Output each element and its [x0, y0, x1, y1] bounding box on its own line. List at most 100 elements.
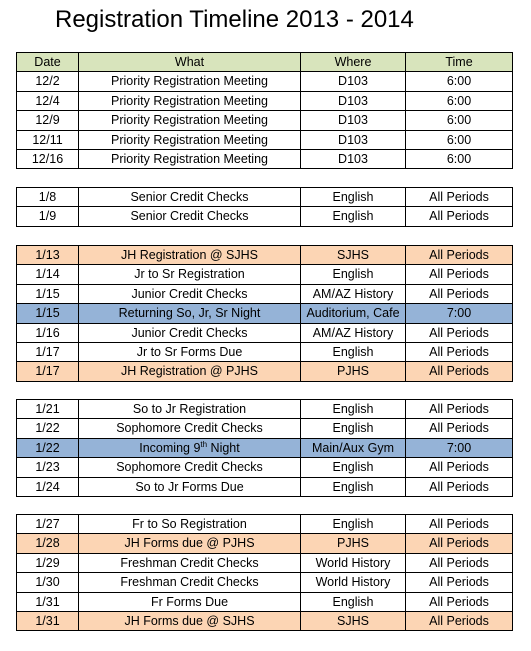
table-cell: All Periods — [405, 457, 513, 478]
table-cell: All Periods — [405, 611, 513, 632]
table-cell: 6:00 — [405, 71, 513, 92]
table-cell: English — [300, 418, 406, 439]
table-cell: Sophomore Credit Checks — [78, 418, 301, 439]
table-cell: All Periods — [405, 283, 513, 305]
table-cell: What — [78, 52, 301, 73]
table-cell: Date — [16, 52, 79, 73]
table-cell: 6:00 — [405, 90, 513, 112]
table-cell: 6:00 — [405, 149, 513, 170]
table-cell: D103 — [300, 90, 406, 112]
table-cell: 1/21 — [16, 399, 79, 420]
table-cell: 6:00 — [405, 110, 513, 131]
table-cell: All Periods — [405, 322, 513, 343]
table-cell: 1/27 — [16, 514, 79, 535]
table-cell: All Periods — [405, 418, 513, 439]
table-cell: Priority Registration Meeting — [78, 90, 301, 112]
table-cell: English — [300, 206, 406, 227]
table-cell: 1/8 — [16, 187, 79, 208]
table-cell: Priority Registration Meeting — [78, 149, 301, 170]
table-cell: 1/23 — [16, 457, 79, 478]
table-cell: AM/AZ History — [300, 283, 406, 305]
table-cell: 1/28 — [16, 533, 79, 554]
table-cell: Junior Credit Checks — [78, 283, 301, 305]
table-cell: D103 — [300, 110, 406, 131]
table-cell: 1/17 — [16, 361, 79, 382]
table-cell: English — [300, 399, 406, 420]
table-cell: English — [300, 514, 406, 535]
table-cell: 1/9 — [16, 206, 79, 227]
table-cell: Priority Registration Meeting — [78, 71, 301, 92]
table-cell: Sophomore Credit Checks — [78, 457, 301, 478]
table-cell: All Periods — [405, 187, 513, 208]
table-cell: All Periods — [405, 264, 513, 285]
table-cell: Senior Credit Checks — [78, 187, 301, 208]
table-cell: JH Forms due @ SJHS — [78, 611, 301, 632]
table-cell: 12/16 — [16, 149, 79, 170]
table-cell: Returning So, Jr, Sr Night — [78, 303, 301, 324]
table-cell: 7:00 — [405, 303, 513, 324]
table-cell: Priority Registration Meeting — [78, 129, 301, 150]
table-cell: 7:00 — [405, 437, 513, 459]
table-cell: Time — [405, 52, 513, 73]
table-cell: So to Jr Forms Due — [78, 476, 301, 497]
table-cell: 1/17 — [16, 342, 79, 363]
table-cell: Jr to Sr Forms Due — [78, 342, 301, 363]
table-cell: Incoming 9th Night — [78, 437, 301, 459]
table-cell: D103 — [300, 71, 406, 92]
table-cell: JH Forms due @ PJHS — [78, 533, 301, 554]
table-cell: All Periods — [405, 399, 513, 420]
table-cell: So to Jr Registration — [78, 399, 301, 420]
table-cell: D103 — [300, 149, 406, 170]
table-cell: Fr to So Registration — [78, 514, 301, 535]
table-cell: All Periods — [405, 361, 513, 382]
table-cell: All Periods — [405, 533, 513, 554]
table-cell: All Periods — [405, 206, 513, 227]
table-cell: 12/11 — [16, 129, 79, 150]
table-cell: 1/29 — [16, 552, 79, 574]
table-cell: Priority Registration Meeting — [78, 110, 301, 131]
table-cell: English — [300, 187, 406, 208]
table-cell: JH Registration @ SJHS — [78, 245, 301, 266]
table-cell: Auditorium, Cafe — [300, 303, 406, 324]
cell-text: Night — [207, 440, 240, 455]
table-cell: 1/16 — [16, 322, 79, 343]
table-cell: World History — [300, 552, 406, 574]
table-cell: English — [300, 342, 406, 363]
table-cell: All Periods — [405, 342, 513, 363]
table-cell: SJHS — [300, 611, 406, 632]
table-cell: 12/2 — [16, 71, 79, 92]
table-cell: PJHS — [300, 533, 406, 554]
table-cell: 1/22 — [16, 437, 79, 459]
table-cell: 1/22 — [16, 418, 79, 439]
table-cell: World History — [300, 572, 406, 593]
table-cell: All Periods — [405, 514, 513, 535]
table-cell: Freshman Credit Checks — [78, 572, 301, 593]
page-title: Registration Timeline 2013 - 2014 — [55, 6, 414, 33]
table-cell: All Periods — [405, 552, 513, 574]
table-cell: 1/15 — [16, 283, 79, 305]
table-cell: All Periods — [405, 245, 513, 266]
table-cell: Jr to Sr Registration — [78, 264, 301, 285]
table-cell: 6:00 — [405, 129, 513, 150]
cell-text: Incoming 9 — [139, 440, 201, 455]
table-cell: Freshman Credit Checks — [78, 552, 301, 574]
table-cell: English — [300, 457, 406, 478]
table-cell: All Periods — [405, 572, 513, 593]
table-cell: D103 — [300, 129, 406, 150]
table-cell: 12/9 — [16, 110, 79, 131]
table-cell: All Periods — [405, 591, 513, 612]
table-cell: 1/15 — [16, 303, 79, 324]
table-cell: SJHS — [300, 245, 406, 266]
table-cell: 1/24 — [16, 476, 79, 497]
table-cell: JH Registration @ PJHS — [78, 361, 301, 382]
table-cell: Main/Aux Gym — [300, 437, 406, 459]
table-cell: PJHS — [300, 361, 406, 382]
table-cell: English — [300, 591, 406, 612]
table-cell: Junior Credit Checks — [78, 322, 301, 343]
table-cell: 12/4 — [16, 90, 79, 112]
table-cell: English — [300, 264, 406, 285]
table-cell: All Periods — [405, 476, 513, 497]
table-cell: 1/14 — [16, 264, 79, 285]
superscript: th — [200, 439, 208, 449]
table-cell: 1/30 — [16, 572, 79, 593]
